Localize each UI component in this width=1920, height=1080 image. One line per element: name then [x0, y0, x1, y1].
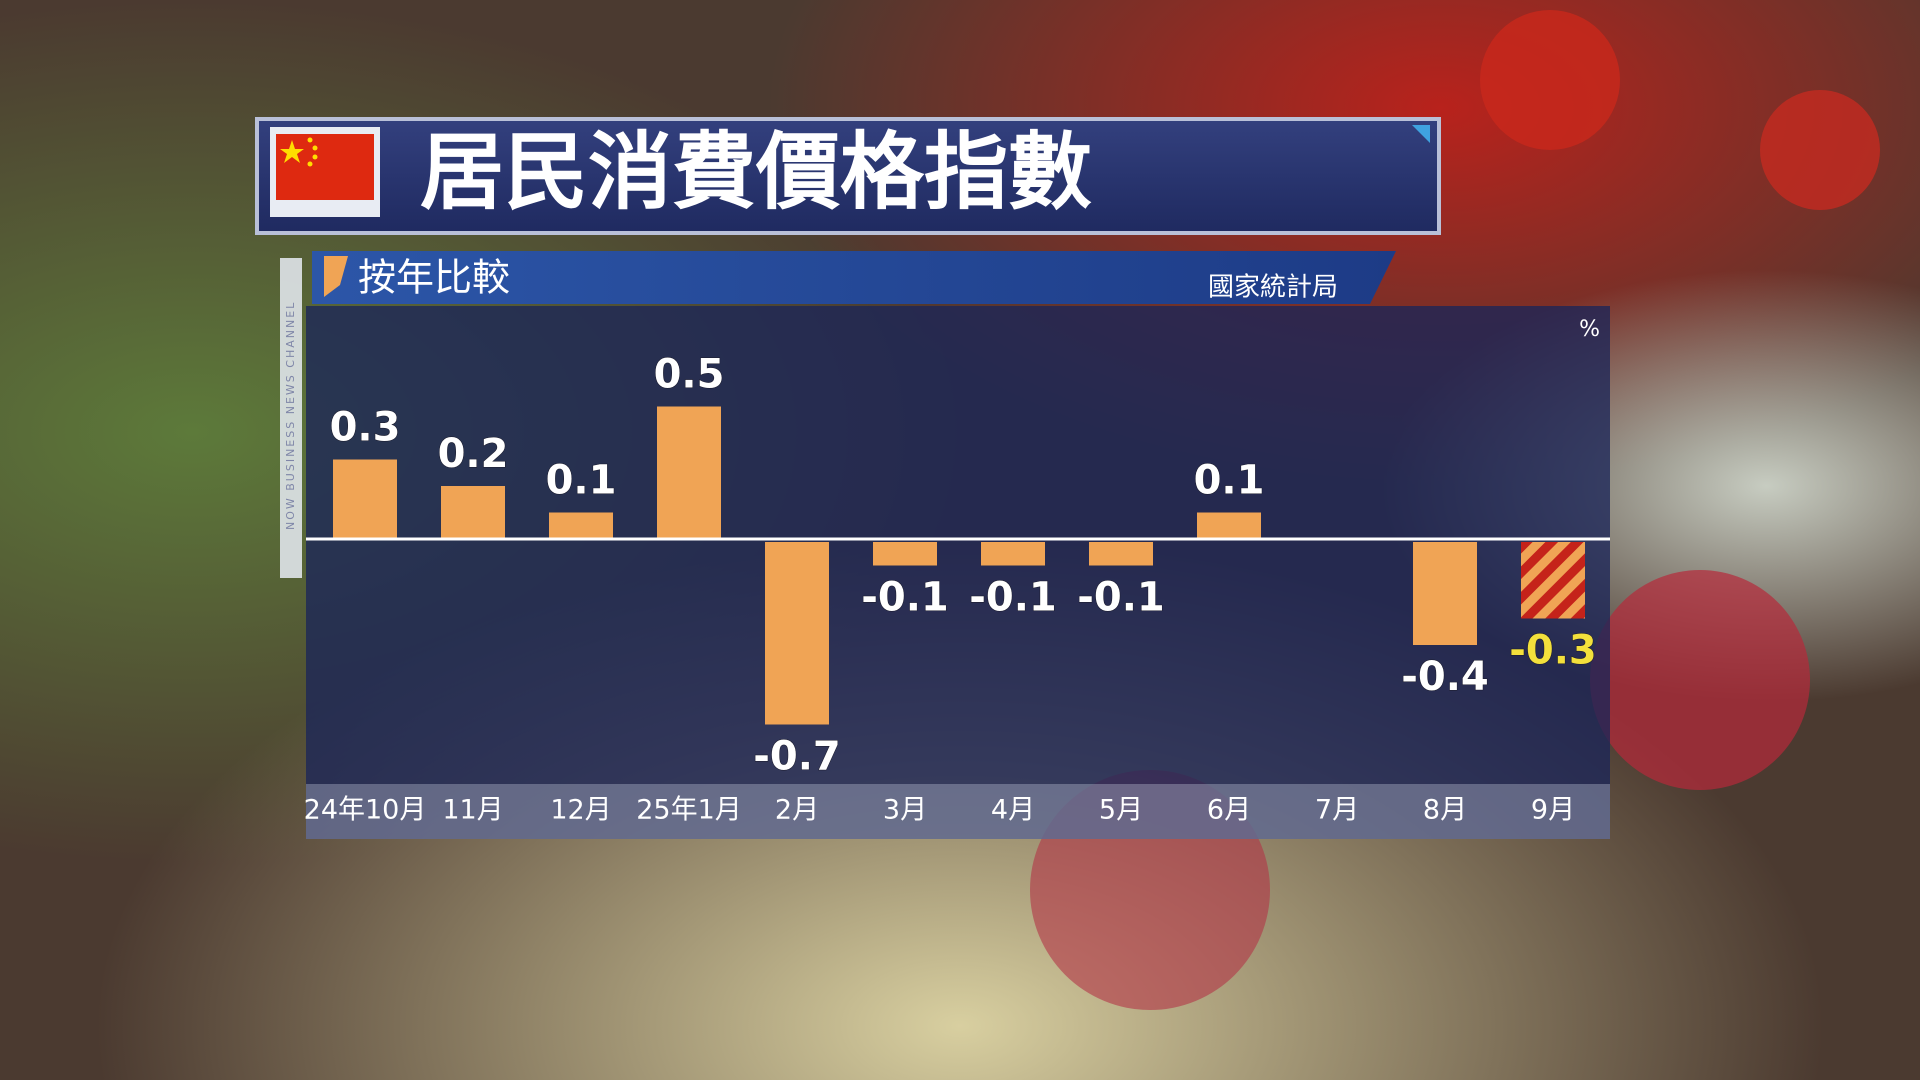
- corner-mark: [1412, 125, 1430, 143]
- data-label: 0.2: [438, 431, 509, 477]
- data-label: 0.1: [1194, 458, 1265, 504]
- bar: [765, 542, 829, 725]
- data-label: 0.3: [330, 405, 401, 451]
- x-tick-label: 12月: [550, 795, 611, 826]
- data-label: -0.1: [861, 575, 948, 621]
- data-label: -0.1: [1077, 575, 1164, 621]
- subtitle-marker: [324, 256, 348, 297]
- bar: [1521, 542, 1585, 619]
- data-label: -0.4: [1401, 654, 1488, 700]
- bar: [981, 542, 1045, 566]
- data-label: 0.1: [546, 458, 617, 504]
- bar: [873, 542, 937, 566]
- x-tick-label: 25年1月: [636, 795, 742, 826]
- x-tick-label: 8月: [1423, 795, 1467, 826]
- data-label: -0.3: [1509, 628, 1596, 674]
- source: 國家統計局: [1208, 273, 1338, 303]
- bar: [549, 512, 613, 538]
- flag: [270, 127, 380, 217]
- data-label: -0.7: [753, 734, 840, 780]
- chart-panel: [306, 306, 1610, 839]
- bar: [333, 459, 397, 538]
- x-tick-label: 6月: [1207, 795, 1251, 826]
- bar: [1197, 512, 1261, 538]
- x-tick-label: 5月: [1099, 795, 1143, 826]
- data-label: 0.5: [654, 352, 725, 398]
- bar: [657, 406, 721, 538]
- bar: [1089, 542, 1153, 566]
- chart-title: 居民消費價格指數: [420, 123, 1092, 221]
- bar: [441, 486, 505, 538]
- x-tick-label: 9月: [1531, 795, 1575, 826]
- subtitle-band: [312, 251, 1396, 304]
- title-bar: [255, 117, 1441, 235]
- data-label: -0.1: [969, 575, 1056, 621]
- unit-label: %: [1579, 317, 1600, 342]
- x-tick-label: 3月: [883, 795, 927, 826]
- x-tick-label: 4月: [991, 795, 1035, 826]
- category-band: [306, 784, 1610, 839]
- x-tick-label: 7月: [1315, 795, 1359, 826]
- x-tick-label: 24年10月: [304, 795, 427, 826]
- subtitle: 按年比較: [358, 256, 510, 300]
- channel-text: NOW BUSINESS NEWS CHANNEL: [284, 301, 297, 530]
- x-tick-label: 2月: [775, 795, 819, 826]
- bar: [1413, 542, 1477, 645]
- side-strip: [280, 258, 302, 578]
- x-tick-label: 11月: [442, 795, 503, 826]
